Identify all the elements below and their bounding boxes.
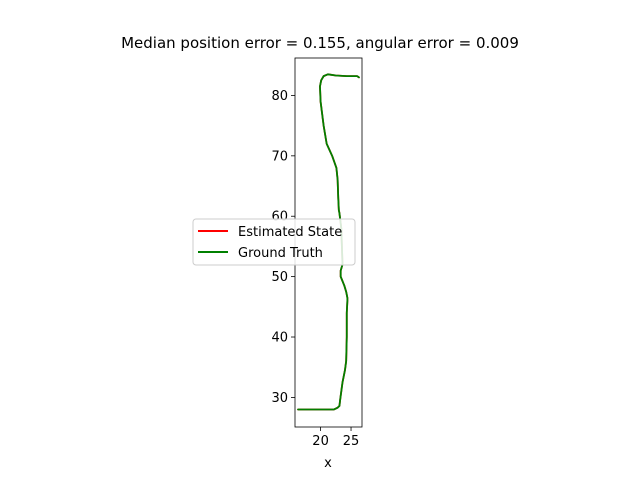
y-tick-label: 70 (271, 149, 288, 164)
legend-label-1: Ground Truth (238, 246, 323, 261)
legend-box (192, 218, 356, 266)
x-axis-label: x (324, 456, 332, 471)
y-tick-label: 30 (271, 391, 288, 406)
series-line-1 (297, 73, 360, 411)
y-tick-label: 80 (271, 89, 288, 104)
legend-label-0: Estimated State (238, 225, 342, 240)
y-tick-label: 50 (271, 270, 288, 285)
chart-title: Median position error = 0.155, angular e… (121, 34, 519, 52)
x-tick-label: 20 (312, 434, 329, 449)
legend: Estimated State Ground Truth (192, 218, 356, 266)
x-axis-ticks: 20 25 (312, 427, 359, 449)
x-tick-label: 25 (343, 434, 360, 449)
chart-lines (297, 73, 360, 411)
y-tick-label: 40 (271, 331, 288, 346)
